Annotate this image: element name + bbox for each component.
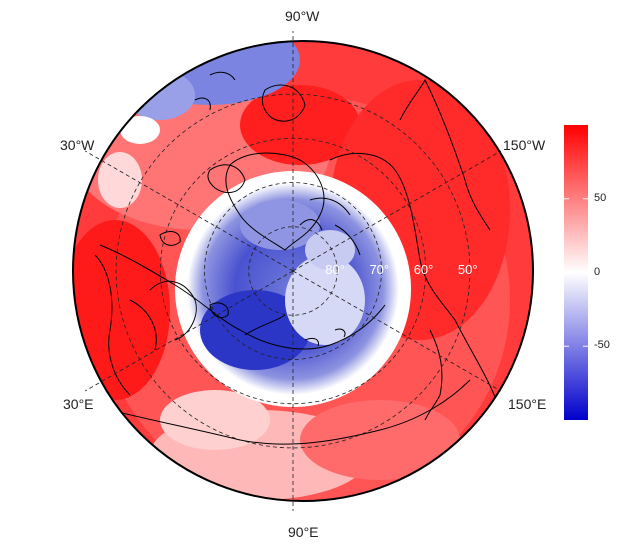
lon-label-150e: 150°E bbox=[508, 396, 547, 412]
lon-label-30e: 30°E bbox=[63, 396, 94, 412]
parallel-70 bbox=[204, 182, 382, 360]
great-lakes-region bbox=[194, 71, 236, 111]
colorbar-label-neg50: -50 bbox=[594, 339, 610, 352]
colorbar-label-50: 50 bbox=[594, 191, 607, 204]
hudson-bay bbox=[261, 84, 306, 122]
north-america-coast bbox=[329, 152, 501, 411]
baffin-island bbox=[207, 164, 246, 193]
meridian-240 bbox=[84, 270, 294, 392]
colorbar-label-0: 0 bbox=[594, 265, 601, 278]
europe-coast bbox=[94, 254, 157, 396]
lat-label-60: 60° bbox=[414, 262, 434, 277]
parallel-60 bbox=[159, 137, 427, 405]
svalbard bbox=[209, 302, 229, 318]
greenland-coast bbox=[225, 152, 325, 251]
meridian-120 bbox=[292, 270, 502, 392]
lat-label-70: 70° bbox=[369, 262, 389, 277]
lon-label-30w: 30°W bbox=[60, 137, 95, 153]
meridian-300 bbox=[84, 150, 294, 272]
meridian-60 bbox=[292, 150, 502, 272]
scandinavia-coast bbox=[149, 280, 197, 341]
lat-label-80: 80° bbox=[325, 262, 345, 277]
iceland bbox=[159, 231, 181, 246]
eurasia-north-coast bbox=[99, 244, 386, 350]
parallel-80 bbox=[248, 226, 338, 316]
lat-label-50: 50° bbox=[458, 262, 478, 277]
colorbar bbox=[564, 125, 588, 420]
lon-label-90e: 90°E bbox=[288, 524, 319, 540]
lon-label-150w: 150°W bbox=[503, 137, 546, 153]
kamchatka-coast bbox=[424, 329, 443, 421]
lon-label-90w: 90°W bbox=[285, 8, 320, 24]
east-siberia-islands bbox=[304, 328, 346, 347]
colorbar-ticks bbox=[564, 198, 588, 347]
asia-south-border bbox=[109, 379, 471, 445]
canadian-archipelago bbox=[299, 197, 361, 256]
map-boundary bbox=[72, 40, 534, 502]
graticule bbox=[84, 31, 502, 511]
alaska-coast bbox=[399, 78, 491, 231]
latitude-labels: 80° 70° 60° 50° bbox=[325, 262, 477, 277]
coastlines bbox=[94, 71, 501, 445]
novaya-zemlya bbox=[244, 314, 286, 336]
